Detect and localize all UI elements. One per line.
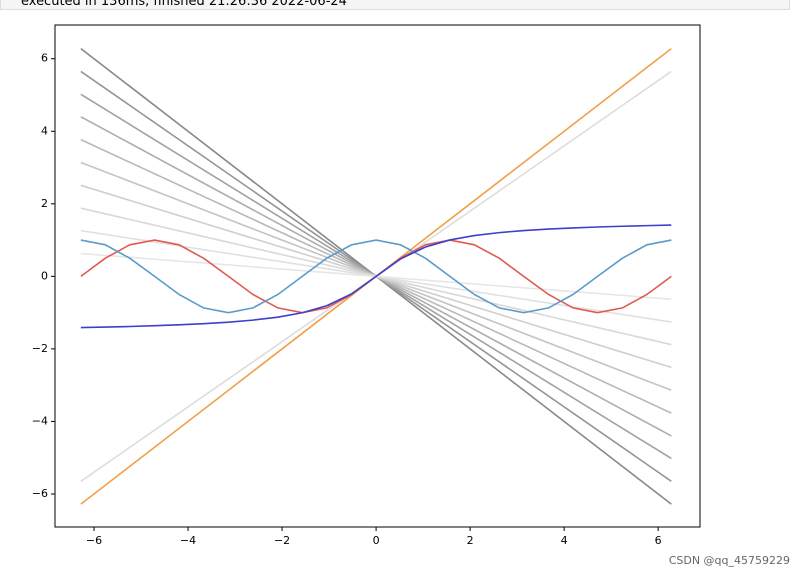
y-tick-label: 0 — [41, 269, 48, 282]
x-tick-label: 2 — [467, 534, 474, 547]
y-tick-label: 2 — [41, 197, 48, 210]
y-tick-label: −2 — [32, 342, 48, 355]
x-tick-label: 6 — [655, 534, 662, 547]
y-tick-label: −6 — [32, 487, 48, 500]
watermark: CSDN @qq_45759229 — [668, 554, 790, 567]
y-tick-label: −4 — [32, 414, 48, 427]
line — [80, 224, 672, 329]
x-tick-label: −2 — [274, 534, 290, 547]
y-tick-label: 4 — [41, 124, 48, 137]
x-tick-label: 4 — [561, 534, 568, 547]
x-tick-label: −4 — [180, 534, 196, 547]
x-tick-label: −6 — [86, 534, 102, 547]
cell-status: executed in 136ms, finished 21:26:36 202… — [0, 0, 790, 10]
y-tick-label: 6 — [41, 52, 48, 65]
x-tick-label: 0 — [373, 534, 380, 547]
line — [80, 239, 672, 314]
